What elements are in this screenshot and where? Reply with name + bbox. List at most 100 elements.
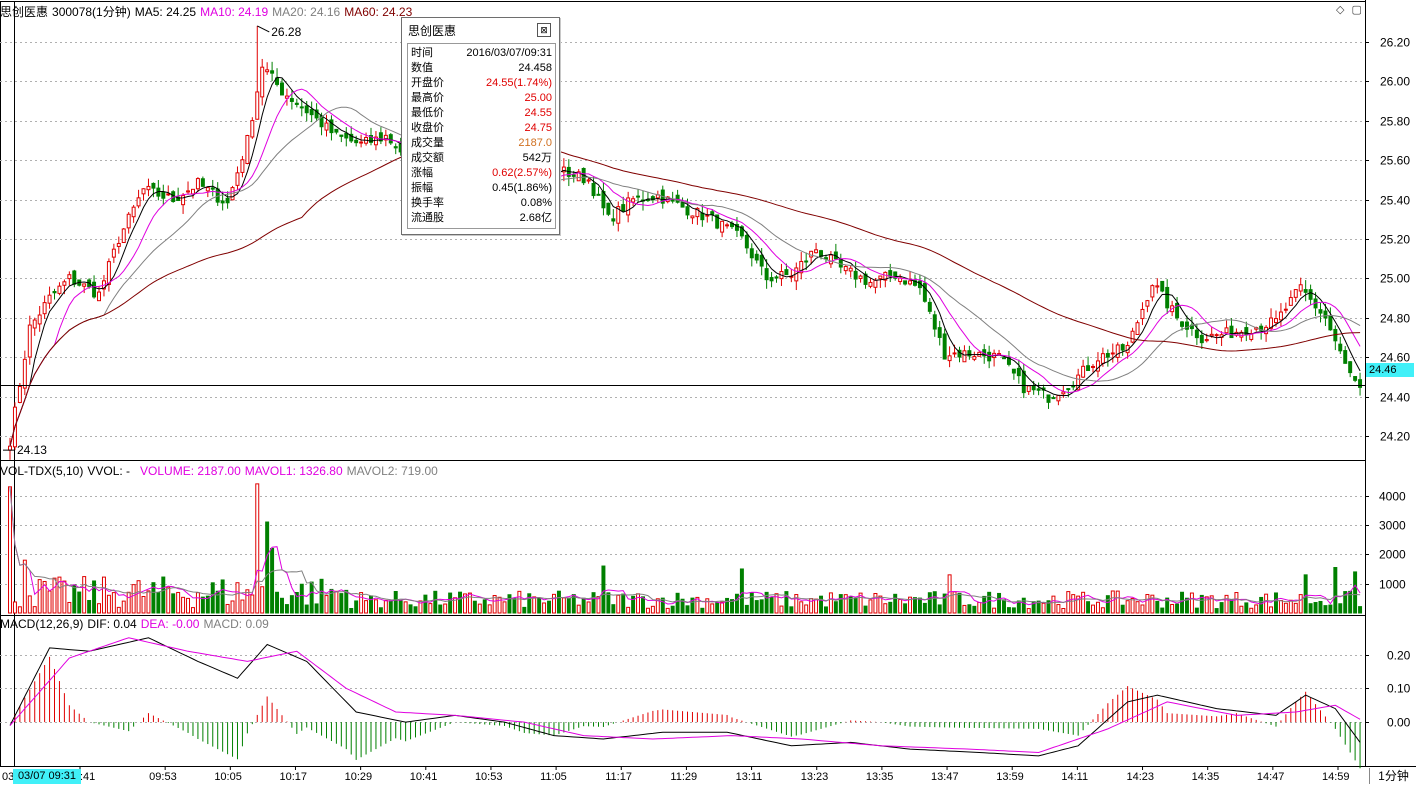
candle-body bbox=[912, 280, 917, 286]
volume-bar bbox=[685, 605, 690, 614]
tooltip-row: 振幅 0.45(1.86%) bbox=[408, 181, 555, 196]
volume-bar bbox=[42, 580, 47, 614]
volume-bar bbox=[898, 599, 903, 614]
volume-bar bbox=[1283, 602, 1288, 614]
tooltip-row: 开盘价 24.55(1.74%) bbox=[408, 76, 555, 91]
candle-body bbox=[1100, 353, 1105, 364]
volume-bar bbox=[87, 599, 92, 614]
cursor-time-tag: 03/07 09:31 bbox=[13, 769, 81, 784]
candle-body bbox=[853, 270, 858, 280]
volume-bar bbox=[354, 600, 359, 614]
candle-body bbox=[1209, 333, 1214, 337]
volume-bar bbox=[438, 604, 443, 614]
candle-body bbox=[903, 280, 908, 285]
volume-bar bbox=[596, 596, 601, 614]
volume-bar bbox=[1343, 591, 1348, 614]
window-control-icons[interactable]: ◇ ▢ bbox=[1336, 4, 1364, 16]
volume-bar bbox=[903, 603, 908, 614]
candle-body bbox=[111, 248, 116, 258]
period-selector[interactable]: 1分钟 bbox=[1369, 768, 1416, 784]
volume-bar bbox=[235, 582, 240, 614]
volume-bar bbox=[77, 591, 82, 614]
volume-bar bbox=[1278, 600, 1283, 614]
candle-body bbox=[1184, 321, 1189, 330]
volume-bar bbox=[329, 588, 334, 614]
macd-tick-label: 0.00 bbox=[1387, 716, 1411, 730]
candle-body bbox=[344, 132, 349, 139]
ma20-value: MA20: 24.16 bbox=[272, 5, 341, 19]
volume-value: VOLUME: 2187.00 bbox=[140, 464, 241, 478]
volume-bar bbox=[1105, 595, 1110, 614]
volume-bar bbox=[705, 598, 710, 614]
candle-body bbox=[131, 206, 136, 218]
candle-body bbox=[591, 182, 596, 197]
volume-bar bbox=[443, 603, 448, 614]
candle-body bbox=[1199, 334, 1204, 344]
candle-body bbox=[942, 333, 947, 360]
candle-body bbox=[863, 273, 868, 285]
volume-bar bbox=[715, 602, 720, 614]
tooltip-row-value: 2016/03/07/09:31 bbox=[466, 47, 552, 59]
volume-bar bbox=[1209, 595, 1214, 614]
candle-body bbox=[57, 285, 62, 294]
volume-bar bbox=[299, 583, 304, 614]
volume-bar bbox=[942, 593, 947, 614]
volume-header: VOL-TDX(5,10) VVOL: - VOLUME: 2187.00 MAVOL… bbox=[0, 463, 442, 479]
volume-bar bbox=[853, 597, 858, 614]
volume-bar bbox=[146, 590, 151, 614]
volume-bar bbox=[97, 603, 101, 614]
candle-body bbox=[893, 271, 898, 279]
volume-bar bbox=[492, 595, 497, 614]
volume-bar bbox=[1303, 574, 1308, 614]
volume-bar bbox=[270, 547, 275, 614]
candle-body bbox=[947, 355, 952, 362]
candle-body bbox=[92, 281, 97, 298]
candle-body bbox=[636, 195, 641, 198]
price-annotations: 26.28 24.13 bbox=[0, 25, 1365, 457]
volume-bar bbox=[962, 604, 967, 614]
volume-bar bbox=[561, 597, 566, 614]
volume-bar bbox=[1204, 596, 1209, 614]
candle-body bbox=[1214, 334, 1219, 337]
volume-bar bbox=[873, 592, 878, 614]
candle-body bbox=[106, 261, 111, 285]
candle-body bbox=[1288, 297, 1293, 306]
candle-body bbox=[210, 187, 215, 190]
volume-bar bbox=[655, 598, 660, 614]
candle-body bbox=[710, 211, 715, 216]
candle-body bbox=[161, 192, 166, 199]
dif-value: DIF: 0.04 bbox=[87, 617, 137, 631]
price-tick-label: 24.20 bbox=[1380, 430, 1410, 444]
volume-bar bbox=[47, 590, 52, 614]
volume-bar bbox=[433, 590, 438, 614]
volume-bar bbox=[1264, 593, 1269, 614]
candle-body bbox=[1120, 344, 1125, 351]
volume-bar bbox=[92, 580, 97, 614]
volume-bar bbox=[843, 594, 848, 614]
moving-average-lines bbox=[9, 76, 1361, 447]
volume-bar bbox=[289, 595, 294, 614]
volume-bar bbox=[977, 601, 982, 614]
candle-body bbox=[754, 253, 759, 261]
candle-body bbox=[280, 82, 284, 96]
volume-bar bbox=[1026, 608, 1031, 614]
ma20-line bbox=[9, 106, 1361, 447]
time-tick-label: 11:29 bbox=[670, 771, 697, 783]
candle-body bbox=[1056, 395, 1061, 402]
volume-bar bbox=[1056, 604, 1061, 614]
ma5-line bbox=[9, 76, 1361, 447]
volume-bar bbox=[1323, 605, 1328, 614]
volume-bar bbox=[1333, 567, 1338, 614]
candle-body bbox=[1086, 365, 1091, 372]
volume-bar bbox=[556, 590, 561, 614]
candle-body bbox=[1249, 333, 1254, 340]
candle-body bbox=[388, 134, 393, 144]
tooltip-row-value: 0.45(1.86%) bbox=[492, 182, 552, 194]
tooltip-row-value: 24.75 bbox=[524, 122, 552, 134]
tooltip-row-value: 2.68亿 bbox=[519, 212, 552, 224]
tooltip-close-icon[interactable]: ⊠ bbox=[537, 23, 551, 37]
tooltip-row-value: 0.62(2.57%) bbox=[492, 167, 552, 179]
volume-bar bbox=[111, 592, 116, 614]
volume-bar bbox=[156, 592, 161, 614]
volume-bar bbox=[1249, 607, 1254, 614]
